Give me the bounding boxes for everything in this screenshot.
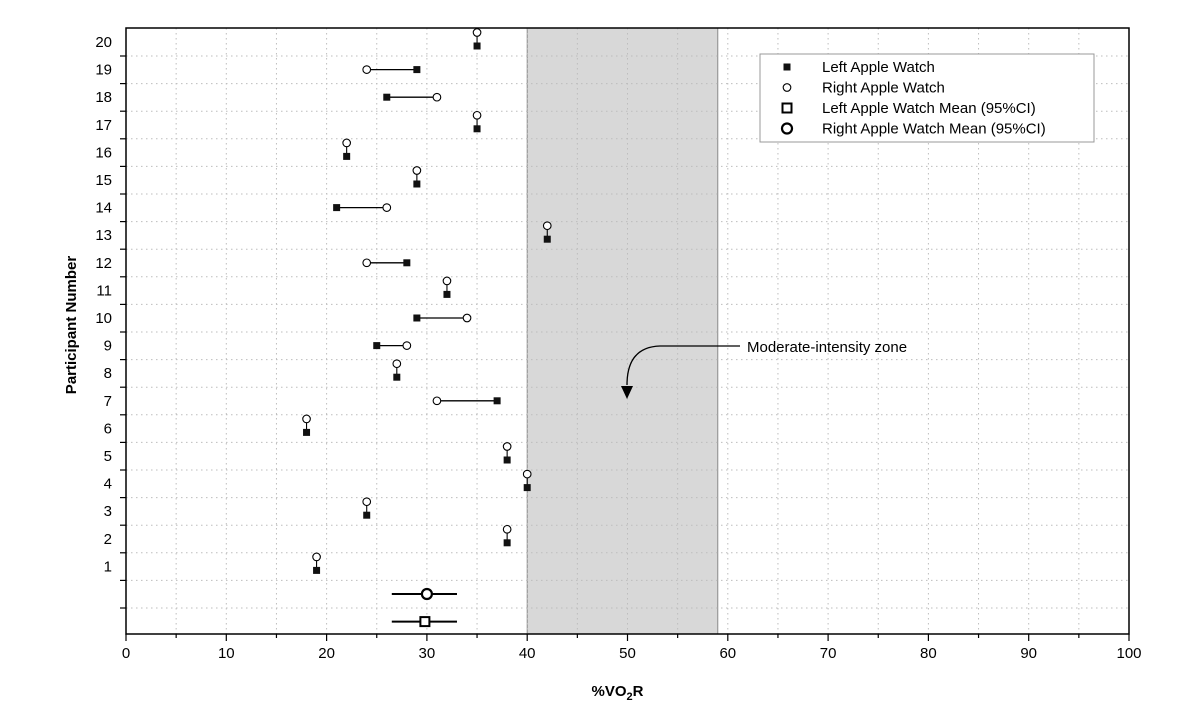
y-tick-label: 12 (95, 255, 112, 272)
y-tick-label: 5 (104, 448, 112, 465)
left-watch-point (343, 152, 351, 160)
right-watch-mean-marker (420, 587, 433, 601)
left-watch-point (313, 566, 321, 574)
x-tick-label: 0 (122, 645, 130, 662)
y-tick-label: 16 (95, 144, 112, 161)
left-watch-point (413, 66, 421, 74)
y-axis-title: Participant Number (63, 256, 80, 395)
y-tick-label: 9 (104, 338, 112, 355)
axes-layer: 0 10 20 30 40 50 60 70 80 90 100123456789101112131… (63, 27, 1142, 703)
right-watch-point (342, 138, 352, 148)
right-watch-point (472, 28, 482, 37)
left-watch-point (473, 125, 481, 133)
legend-marker-open-square (781, 102, 793, 114)
left-watch-point (363, 511, 371, 519)
y-tick-label: 10 (95, 310, 112, 327)
x-tick-label: 50 (619, 645, 636, 662)
left-watch-point (333, 204, 341, 212)
y-tick-label: 11 (96, 282, 112, 299)
left-watch-point (413, 180, 421, 188)
legend-label: Right Apple Watch Mean (95%CI) (822, 121, 1046, 138)
y-tick-label: 19 (95, 62, 112, 79)
right-watch-point (362, 65, 372, 74)
right-watch-point (412, 166, 422, 175)
left-watch-point (393, 373, 401, 381)
moderate-intensity-zone-label: Moderate-intensity zone (747, 339, 907, 356)
y-tick-label: 4 (104, 476, 112, 493)
legend: Left Apple Watch Right Apple Watch Left Ap… (759, 53, 1095, 143)
x-tick-label: 100 (1116, 645, 1141, 662)
x-axis-title-tail: R (633, 683, 644, 700)
legend-label: Right Apple Watch (822, 80, 945, 97)
annotation-arrowhead (621, 386, 633, 399)
right-watch-point (362, 497, 372, 507)
right-watch-point (542, 221, 552, 231)
legend-marker-filled-square (783, 63, 791, 71)
annotation-layer: Moderate-intensity zone (621, 339, 907, 399)
left-watch-point (373, 342, 381, 350)
x-tick-label: 20 (318, 645, 335, 662)
shaded-region-layer (526, 27, 719, 635)
y-tick-label: 7 (104, 393, 112, 410)
right-watch-point (472, 110, 482, 120)
right-watch-point (502, 442, 512, 451)
right-watch-point (432, 92, 442, 102)
x-tick-label: 90 (1020, 645, 1037, 662)
left-watch-point (503, 539, 511, 547)
y-tick-label: 6 (104, 420, 112, 437)
legend-box (759, 53, 1095, 143)
right-watch-point (432, 396, 442, 406)
left-watch-point (503, 456, 511, 464)
x-tick-label: 40 (519, 645, 536, 662)
y-tick-label: 14 (95, 200, 112, 217)
left-watch-mean-marker (419, 616, 431, 628)
x-tick-label: 10 (218, 645, 235, 662)
x-tick-label: 60 (719, 645, 736, 662)
left-watch-point (403, 259, 411, 267)
y-tick-label: 3 (104, 503, 112, 520)
x-tick-label: 30 (419, 645, 436, 662)
legend-label: Left Apple Watch Mean (95%CI) (822, 100, 1036, 117)
x-axis-title: %VO2R (592, 683, 644, 703)
y-tick-label: 15 (95, 172, 112, 189)
left-watch-point (523, 484, 531, 492)
right-watch-point (522, 469, 532, 479)
left-watch-point (543, 235, 551, 243)
right-watch-point (392, 359, 402, 369)
right-watch-point (442, 276, 452, 286)
right-watch-point (312, 552, 321, 562)
left-watch-point (303, 428, 311, 436)
right-watch-point (402, 341, 412, 350)
right-watch-point (462, 313, 472, 323)
x-tick-label: 80 (920, 645, 937, 662)
x-axis-title-subscript: 2 (627, 691, 633, 703)
left-watch-point (493, 397, 501, 405)
y-tick-label: 18 (95, 89, 112, 106)
y-tick-label: 8 (104, 365, 112, 382)
legend-label: Left Apple Watch (822, 59, 935, 76)
y-tick-label: 1 (104, 558, 112, 575)
left-watch-point (473, 42, 481, 50)
y-tick-label: 17 (95, 117, 112, 134)
legend-marker-open-circle (782, 83, 792, 92)
data-layer (302, 28, 552, 628)
right-watch-point (502, 524, 512, 534)
x-axis-title-main: %VO (592, 683, 627, 700)
annotation-arrow-line (626, 345, 740, 386)
right-watch-point (382, 203, 392, 212)
right-watch-point (362, 258, 372, 268)
left-watch-point (383, 93, 391, 101)
left-watch-point (413, 314, 421, 322)
moderate-intensity-zone (526, 27, 719, 635)
right-watch-point (302, 414, 311, 424)
legend-marker-bold-circle (780, 122, 794, 135)
y-tick-label: 20 (95, 34, 112, 51)
y-tick-label: 13 (95, 227, 112, 244)
left-watch-point (443, 290, 451, 298)
y-tick-label: 2 (104, 531, 112, 548)
x-tick-label: 70 (820, 645, 837, 662)
